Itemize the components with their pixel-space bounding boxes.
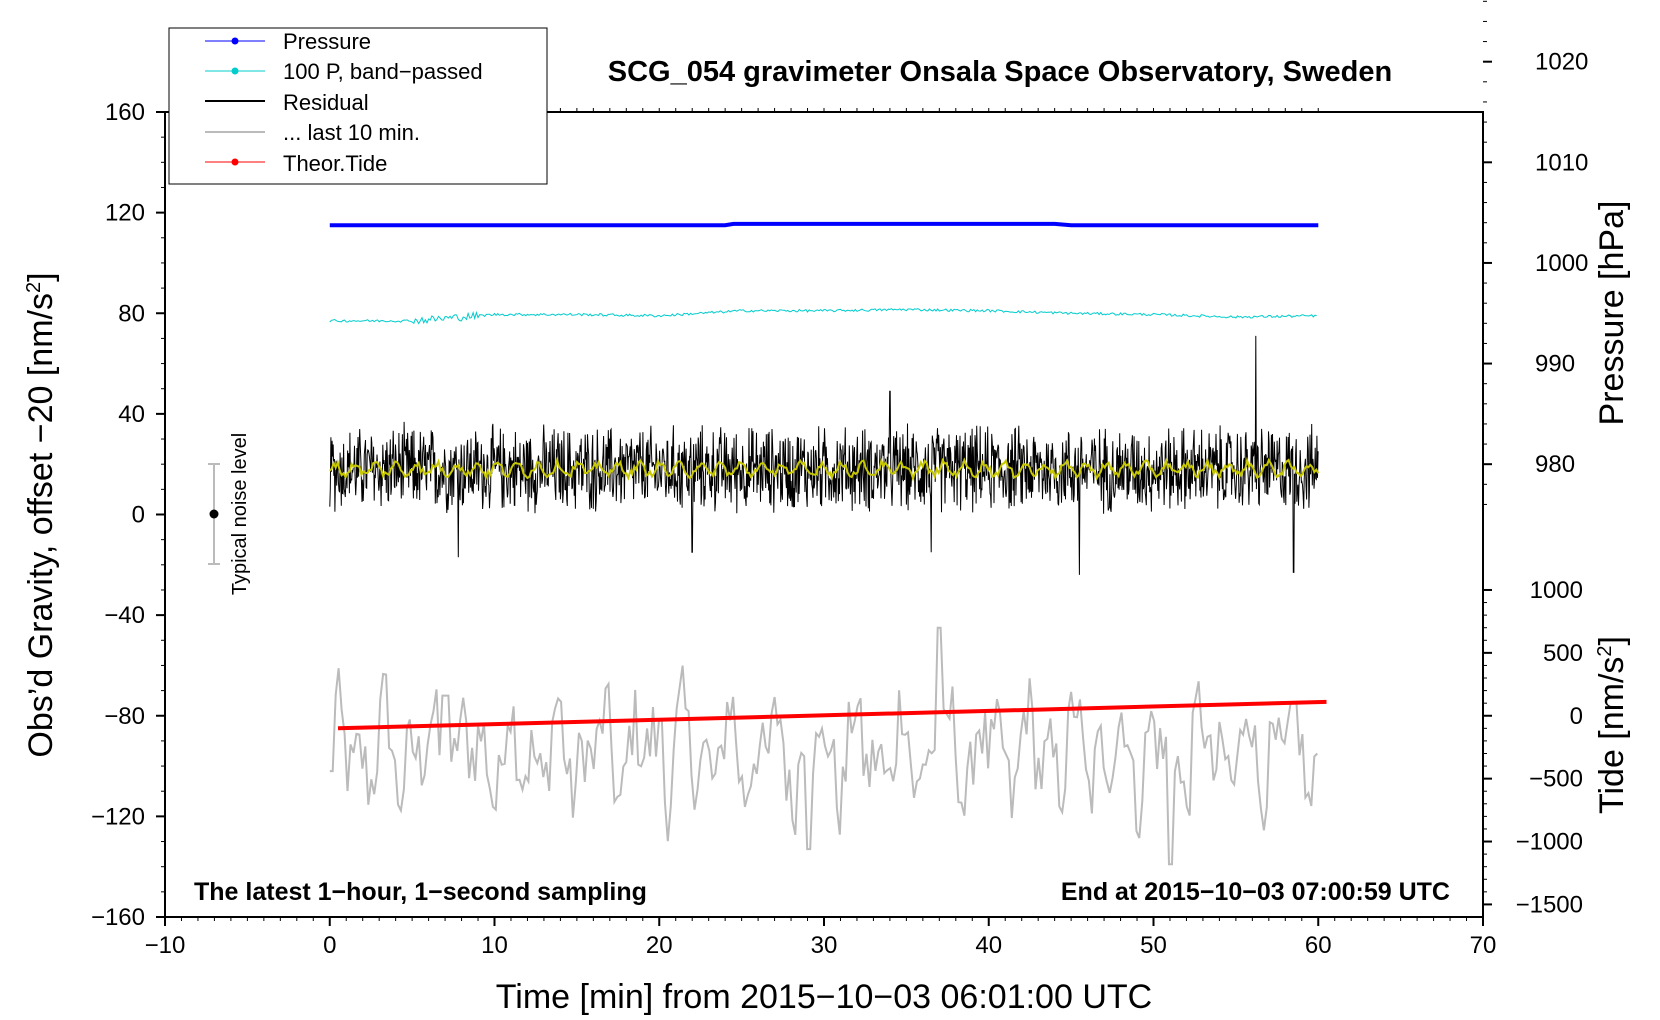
legend-marker-bandpassed [231, 67, 239, 75]
legend: Pressure 100 P, band−passed Residual ...… [168, 27, 548, 185]
x-axis: −10 0 10 20 30 40 50 60 70 [145, 108, 1497, 959]
legend-label-residual: Residual [283, 90, 369, 115]
tide-tick-label: 500 [1543, 640, 1583, 667]
x-tick-label: 40 [975, 932, 1002, 959]
y-tick-label: 40 [118, 401, 145, 428]
legend-label-last10: ... last 10 min. [283, 120, 420, 145]
y-axis-pressure: 9809901000101010201030 [1483, 0, 1588, 505]
tide-tick-label: −1000 [1516, 829, 1583, 856]
noise-level-label: Typical noise level [229, 433, 251, 595]
series-smoothed-residual-line [329, 456, 1320, 482]
legend-label-bandpassed: 100 P, band−passed [283, 59, 483, 84]
pressure-tick-label: 980 [1535, 451, 1575, 478]
pressure-tick-label: 1000 [1535, 250, 1588, 277]
x-axis-title: Time [min] from 2015−10−03 06:01:00 UTC [496, 978, 1152, 1016]
series-residual-line [329, 335, 1319, 575]
legend-marker-pressure [231, 37, 239, 45]
tide-tick-label: −1500 [1516, 891, 1583, 918]
y-tick-label: 80 [118, 300, 145, 327]
x-tick-label: 50 [1140, 932, 1167, 959]
y-axis-left: −160 −120 −80 −40 0 40 80 120 160 [91, 99, 165, 931]
y-tick-label: 160 [105, 99, 145, 126]
y-tick-label: −40 [104, 602, 145, 629]
y-tick-label: 0 [132, 502, 145, 529]
y-axis-title-tide: Tide [nm/s2] [1593, 636, 1631, 814]
chart-title: SCG_054 gravimeter Onsala Space Observat… [608, 56, 1392, 88]
y-tick-label: −120 [91, 803, 145, 830]
legend-label-tide: Theor.Tide [283, 151, 387, 176]
pressure-tick-label: 1020 [1535, 49, 1588, 76]
y-axis-title-pressure: Pressure [hPa] [1593, 201, 1631, 426]
series-pressure-line [329, 221, 1319, 228]
pressure-tick-label: 990 [1535, 351, 1575, 378]
y-tick-label: −80 [104, 703, 145, 730]
x-tick-label: 20 [646, 932, 673, 959]
tide-tick-label: 1000 [1530, 577, 1583, 604]
legend-label-pressure: Pressure [283, 29, 371, 54]
noise-level-indicator: Typical noise level [208, 433, 251, 595]
pressure-tick-label: 1010 [1535, 149, 1588, 176]
x-tick-label: 10 [481, 932, 508, 959]
x-tick-label: −10 [145, 932, 186, 959]
series-last10-line [329, 626, 1319, 866]
x-tick-label: 60 [1305, 932, 1332, 959]
y-tick-label: 120 [105, 200, 145, 227]
series-tide-line [337, 699, 1327, 731]
legend-marker-tide [231, 158, 239, 166]
y-tick-label: −160 [91, 904, 145, 931]
legend-box [168, 27, 548, 185]
end-time-annotation: End at 2015−10−03 07:00:59 UTC [1061, 878, 1450, 906]
tide-tick-label: 0 [1570, 703, 1583, 730]
series-layer [329, 221, 1327, 866]
series-bandpassed-line [329, 308, 1317, 325]
tide-tick-label: −500 [1529, 766, 1583, 793]
noise-level-point [209, 509, 219, 519]
y-axis-title-left: Obs’d Gravity, offset −20 [nm/s2] [22, 272, 60, 757]
y-axis-tide: −1500 −1000 −500 0 500 1000 [1483, 577, 1583, 918]
x-tick-label: 70 [1470, 932, 1497, 959]
x-tick-label: 0 [323, 932, 336, 959]
plot-frame [164, 111, 1484, 918]
sampling-annotation: The latest 1−hour, 1−second sampling [194, 878, 647, 906]
x-tick-label: 30 [811, 932, 838, 959]
